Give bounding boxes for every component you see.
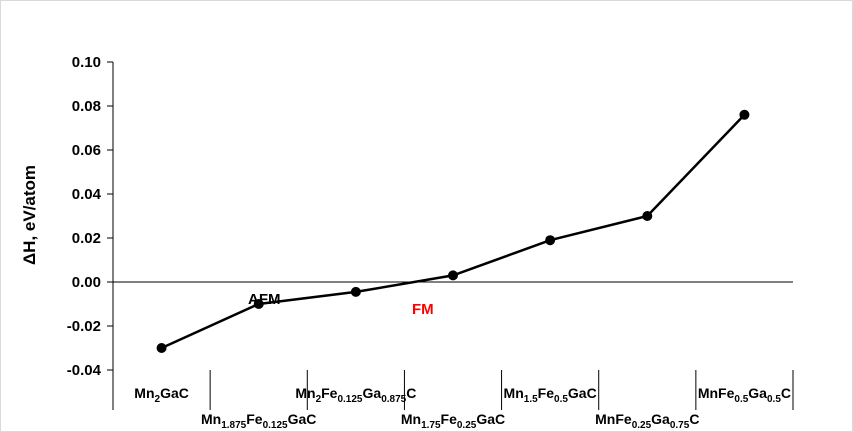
- x-category-label: Mn2GaC: [134, 385, 189, 405]
- data-point: [350, 286, 361, 297]
- y-tick-label: 0.10: [72, 54, 101, 71]
- x-category-label: Mn1.875Fe0.125GaC: [201, 411, 316, 431]
- x-category-label: Mn1.75Fe0.25GaC: [401, 411, 505, 431]
- annotation-fm: FM: [412, 301, 434, 318]
- y-tick-label: -0.04: [67, 362, 102, 379]
- y-tick-label: 0.00: [72, 274, 101, 291]
- y-axis-title: ΔH, eV/atom: [20, 165, 39, 265]
- y-tick-label: 0.04: [72, 186, 102, 203]
- x-category-label: MnFe0.5Ga0.5C: [698, 385, 791, 405]
- x-category-label: Mn1.5Fe0.5GaC: [504, 385, 597, 405]
- axes: [107, 61, 794, 410]
- x-category-label: Mn2Fe0.125Ga0.875C: [295, 385, 416, 405]
- annotation-afm: AFM: [248, 291, 281, 308]
- data-point: [739, 109, 750, 120]
- data-point: [545, 235, 556, 246]
- data-point: [642, 211, 653, 221]
- x-category-labels: Mn2GaC Mn1.875Fe0.125GaC Mn2Fe0.125Ga0.875…: [134, 385, 791, 431]
- y-tick-label: -0.02: [67, 318, 101, 335]
- y-tick-label: 0.06: [72, 142, 101, 159]
- series-layer: [156, 109, 750, 353]
- x-category-label: MnFe0.25Ga0.75C: [595, 411, 699, 431]
- y-tick-label: 0.08: [72, 98, 101, 115]
- y-tick-labels: 0.10 0.08 0.06 0.04 0.02 0.00 -0.02 -0.04: [67, 54, 102, 379]
- data-point: [156, 343, 167, 353]
- annotations: AFM FM: [248, 291, 434, 318]
- data-point: [448, 270, 458, 281]
- y-tick-label: 0.02: [72, 230, 101, 247]
- data-point: [253, 299, 264, 309]
